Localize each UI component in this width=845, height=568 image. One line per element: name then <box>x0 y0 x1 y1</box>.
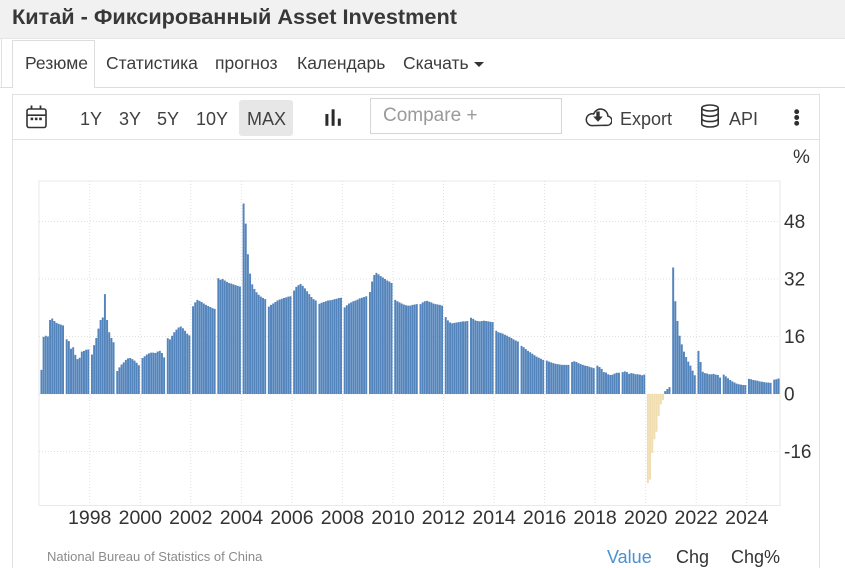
svg-text:1998: 1998 <box>68 507 111 529</box>
svg-text:2000: 2000 <box>119 507 163 529</box>
svg-text:2018: 2018 <box>573 507 616 529</box>
svg-text:48: 48 <box>784 212 805 233</box>
svg-text:-16: -16 <box>784 442 811 463</box>
svg-text:2008: 2008 <box>321 507 364 529</box>
svg-text:2016: 2016 <box>523 507 566 529</box>
svg-text:2004: 2004 <box>220 507 264 529</box>
svg-text:2006: 2006 <box>270 507 313 529</box>
svg-text:2002: 2002 <box>169 507 212 529</box>
svg-text:32: 32 <box>784 270 805 291</box>
svg-text:%: % <box>793 147 810 168</box>
svg-text:2022: 2022 <box>675 507 718 529</box>
svg-text:2012: 2012 <box>422 507 465 529</box>
svg-text:0: 0 <box>784 385 795 406</box>
svg-text:2010: 2010 <box>371 507 415 529</box>
svg-text:2024: 2024 <box>725 507 769 529</box>
svg-text:16: 16 <box>784 327 805 348</box>
svg-text:2020: 2020 <box>624 507 668 529</box>
svg-text:2014: 2014 <box>472 507 516 529</box>
